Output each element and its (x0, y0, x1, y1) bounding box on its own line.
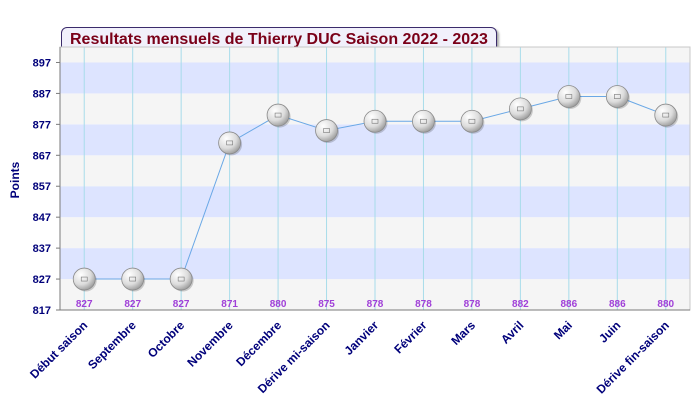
marker-emblem (468, 118, 476, 124)
data-value-label: 878 (464, 299, 481, 310)
data-point-marker (169, 267, 194, 292)
marker-emblem (226, 140, 233, 146)
marker-emblem (614, 94, 621, 99)
x-tick-label: Avril (498, 318, 526, 346)
marker-emblem (565, 94, 573, 99)
y-tick-label: 867 (33, 150, 51, 162)
marker-ball (218, 131, 242, 155)
y-tick-label: 897 (33, 57, 51, 69)
y-tick-label: 837 (33, 243, 51, 255)
marker-ball (72, 267, 96, 291)
marker-ball (266, 103, 290, 127)
marker-emblem (662, 112, 670, 118)
data-value-label: 878 (367, 299, 384, 310)
marker-emblem (177, 276, 185, 282)
data-value-label: 827 (124, 299, 141, 310)
marker-emblem (323, 128, 330, 133)
x-tick-label: Février (391, 318, 429, 356)
data-point-marker (412, 109, 436, 134)
data-value-label: 875 (318, 299, 335, 310)
marker-ball (557, 85, 581, 108)
data-point-marker (460, 109, 485, 134)
data-value-label: 871 (221, 299, 238, 310)
x-tick-label: Mars (448, 318, 478, 348)
marker-ball (315, 119, 338, 142)
x-tick-label: Décembre (233, 318, 284, 369)
data-value-label: 878 (415, 299, 432, 310)
data-value-label: 880 (657, 299, 674, 310)
data-value-label: 882 (512, 299, 529, 310)
marker-emblem (80, 276, 88, 282)
y-tick-label: 827 (33, 274, 51, 286)
marker-ball (605, 85, 629, 108)
data-point-marker (654, 103, 679, 128)
data-point-marker (121, 267, 146, 292)
marker-ball (412, 109, 435, 133)
data-value-label: 886 (609, 299, 626, 310)
data-point-marker (605, 85, 630, 110)
data-point-marker (218, 131, 243, 156)
data-value-label: 886 (561, 299, 578, 310)
y-tick-label: 887 (33, 88, 51, 100)
x-tick-label: Novembre (184, 318, 236, 370)
marker-emblem (274, 112, 282, 118)
x-tick-label: Début saison (27, 318, 90, 381)
y-tick-label: 817 (33, 305, 51, 317)
data-value-label: 827 (173, 299, 190, 310)
marker-ball (508, 97, 532, 121)
data-point-marker (72, 267, 97, 292)
marker-ball (121, 267, 145, 291)
y-axis-label: Points (8, 161, 22, 198)
marker-emblem (517, 106, 524, 112)
data-point-marker (363, 109, 388, 134)
marker-emblem (420, 118, 427, 124)
data-point-marker (315, 119, 340, 144)
y-tick-label: 877 (33, 119, 51, 131)
marker-emblem (371, 118, 379, 124)
data-value-label: 827 (76, 299, 93, 310)
y-tick-label: 857 (33, 181, 51, 193)
marker-ball (460, 109, 484, 133)
y-tick-label: 847 (33, 212, 51, 224)
data-value-label: 880 (270, 299, 287, 310)
data-point-marker (266, 103, 291, 128)
marker-ball (654, 103, 678, 127)
marker-ball (169, 267, 193, 291)
x-tick-label: Septembre (85, 318, 139, 372)
x-tick-label: Janvier (342, 318, 382, 358)
data-point-marker (557, 85, 582, 110)
x-tick-label: Octobre (145, 318, 188, 361)
x-tick-label: Mai (551, 318, 575, 342)
x-tick-label: Juin (596, 318, 623, 345)
marker-ball (363, 109, 387, 133)
marker-emblem (129, 276, 136, 282)
data-point-marker (508, 97, 533, 122)
